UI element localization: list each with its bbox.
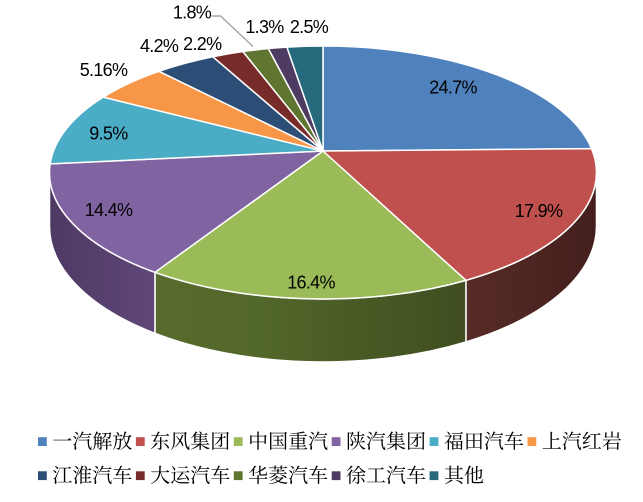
svg-text:17.9%: 17.9% bbox=[515, 201, 563, 221]
svg-text:2.5%: 2.5% bbox=[290, 17, 329, 37]
svg-text:4.2%: 4.2% bbox=[140, 36, 179, 56]
svg-text:1.3%: 1.3% bbox=[245, 17, 284, 37]
svg-text:5.16%: 5.16% bbox=[80, 60, 128, 80]
svg-text:14.4%: 14.4% bbox=[85, 200, 133, 220]
svg-text:2.2%: 2.2% bbox=[183, 34, 222, 54]
svg-text:1.8%: 1.8% bbox=[173, 3, 212, 23]
svg-text:24.7%: 24.7% bbox=[429, 78, 477, 98]
svg-text:9.5%: 9.5% bbox=[89, 123, 128, 143]
svg-text:16.4%: 16.4% bbox=[287, 273, 335, 293]
